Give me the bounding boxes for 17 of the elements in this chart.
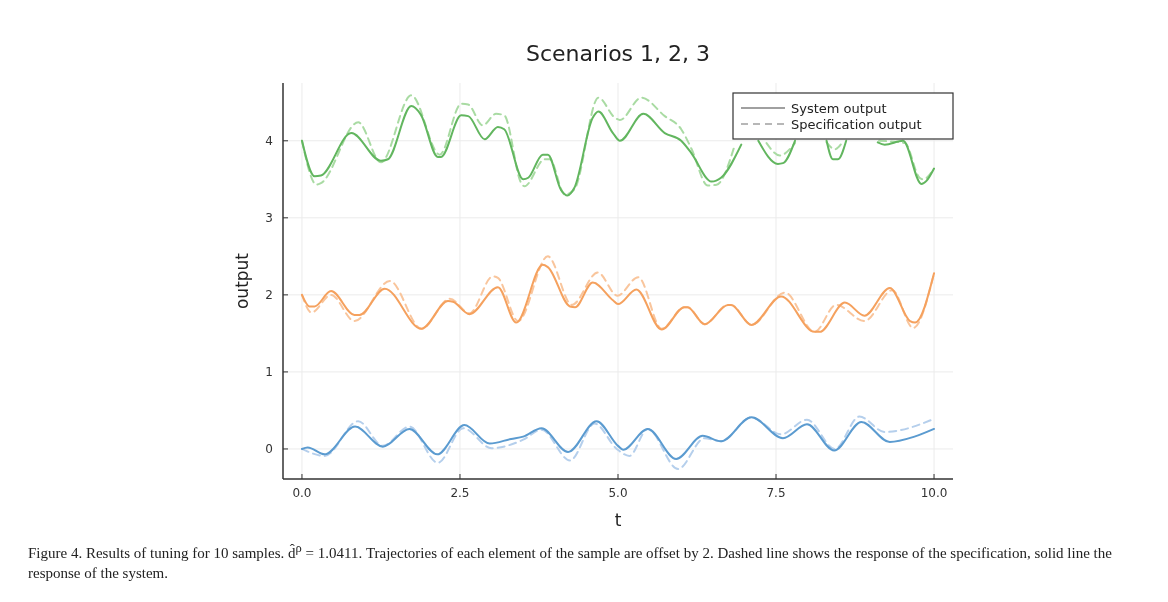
y-axis-title: output: [232, 252, 252, 310]
y-tick-label: 1: [265, 364, 273, 379]
legend-label: System output: [791, 100, 887, 116]
y-tick-label: 4: [265, 133, 273, 148]
x-tick-label: 0.0: [292, 486, 312, 500]
line-series: [300, 416, 936, 460]
y-tick-label: 0: [265, 441, 273, 456]
chart-title: Scenarios 1, 2, 3: [525, 41, 711, 66]
x-tick-label: 7.5: [766, 486, 786, 500]
x-tick-label: 2.5: [450, 486, 470, 500]
x-tick-label: 10.0: [920, 486, 948, 500]
text: Figure 4. Results of tuning for 10 samples. d̂$^{ρ}$ = 1.0411. Trajectories of each element of the sample are offset by 2. Dashed line shows the response of the specification, solid line the response of the system.: [28, 541, 1112, 581]
x-axis-title: t: [614, 510, 622, 530]
legend-label: Specification output: [791, 116, 922, 132]
y-tick-label: 2: [265, 287, 273, 302]
x-tick-label: 5.0: [608, 486, 628, 500]
y-tick-label: 3: [265, 210, 273, 225]
